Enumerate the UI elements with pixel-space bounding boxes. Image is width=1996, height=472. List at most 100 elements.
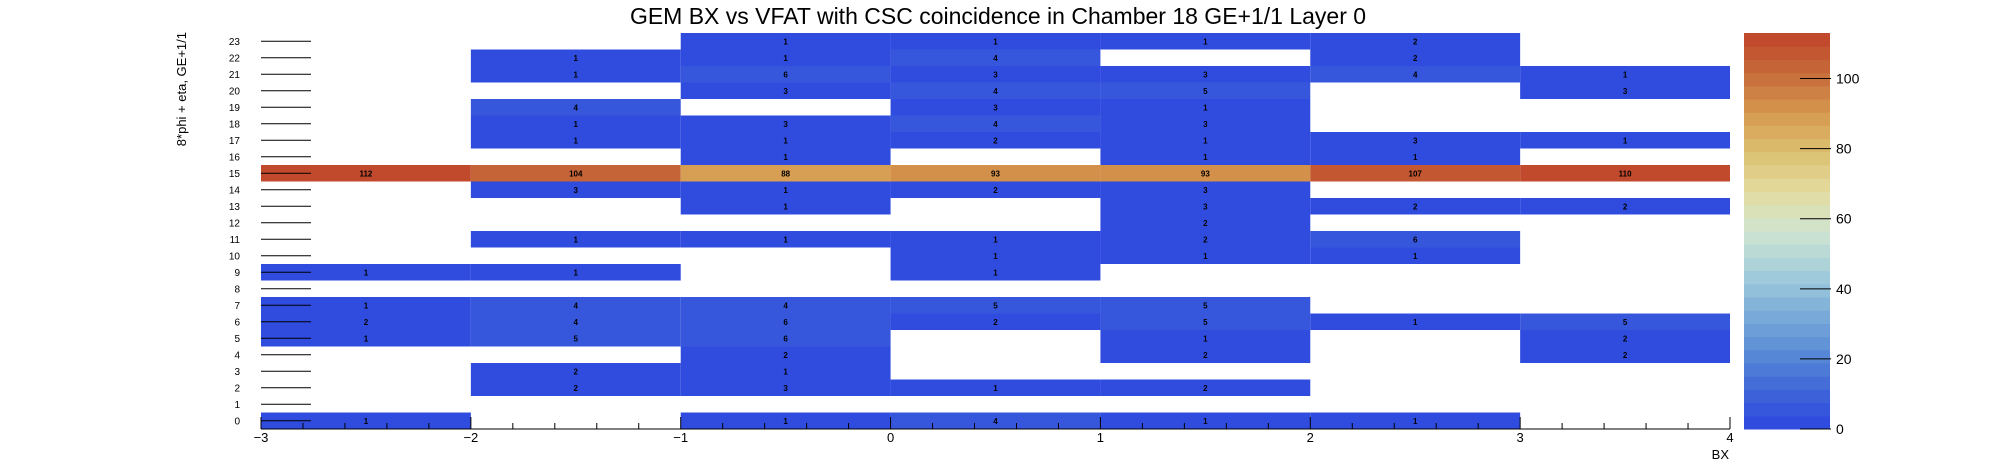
cell-value-label: 1 — [574, 70, 579, 79]
palette-band — [1744, 349, 1830, 364]
heatmap-cell — [680, 231, 891, 248]
cell-value-label: 1 — [783, 37, 788, 46]
cell-value-label: 1 — [1413, 318, 1418, 327]
y-tick-label: 22 — [229, 53, 241, 64]
cell-value-label: 6 — [1413, 235, 1418, 244]
cell-value-label: 3 — [1413, 136, 1418, 145]
cell-value-label: 4 — [993, 87, 998, 96]
cell-value-label: 4 — [993, 120, 998, 129]
cell-value-label: 1 — [364, 268, 369, 277]
cell-value-label: 6 — [783, 334, 788, 343]
cell-value-label: 1 — [574, 136, 579, 145]
heatmap-cell — [890, 33, 1101, 50]
heatmap-cell — [1100, 313, 1311, 330]
cell-value-label: 1 — [574, 235, 579, 244]
cell-value-label: 6 — [783, 70, 788, 79]
cell-value-label: 2 — [1413, 54, 1418, 63]
heatmap-cell — [1310, 313, 1521, 330]
cell-value-label: 1 — [574, 54, 579, 63]
heatmap-cell — [680, 66, 891, 83]
heatmap-cell — [680, 412, 891, 429]
y-tick-label: 23 — [229, 37, 241, 48]
palette-band — [1744, 204, 1830, 219]
cell-value-label: 1 — [993, 235, 998, 244]
y-tick-label: 18 — [229, 119, 241, 130]
y-tick-label: 9 — [234, 268, 240, 279]
heatmap-cell — [1100, 148, 1311, 165]
y-tick-label: 11 — [230, 235, 241, 246]
y-tick-label: 8 — [234, 284, 240, 295]
heatmap-cell — [1100, 346, 1311, 363]
heatmap-cell — [1100, 66, 1311, 83]
palette-tick-label: 20 — [1836, 351, 1852, 367]
y-tick-label: 20 — [229, 86, 241, 97]
cell-value-label: 1 — [1413, 417, 1418, 426]
cell-value-label: 4 — [574, 103, 579, 112]
cell-value-label: 110 — [1619, 169, 1632, 178]
cell-value-label: 2 — [1203, 384, 1208, 393]
heatmap-cell — [1520, 313, 1730, 330]
x-tick-label: −3 — [254, 430, 269, 445]
heatmap-cell — [1310, 148, 1521, 165]
cell-value-label: 3 — [783, 384, 788, 393]
cell-value-label: 104 — [569, 169, 583, 178]
heatmap-cell — [1520, 82, 1730, 99]
heatmap-cell — [1310, 132, 1521, 149]
palette-band — [1744, 310, 1830, 324]
heatmap-cell — [261, 412, 471, 429]
cell-value-label: 1 — [1623, 70, 1628, 79]
heatmap-cell — [680, 297, 891, 314]
y-tick-label: 5 — [234, 334, 240, 345]
palette-band — [1744, 217, 1830, 232]
cell-value-label: 3 — [1623, 87, 1628, 96]
heatmap-cell — [1100, 214, 1311, 231]
heatmap-cell — [261, 330, 471, 347]
heatmap-cell — [890, 99, 1101, 116]
heatmap-cell — [680, 313, 891, 330]
cell-value-label: 2 — [1623, 351, 1628, 360]
x-tick-label: 4 — [1726, 430, 1733, 445]
heatmap-cell — [1310, 165, 1521, 182]
cell-value-label: 3 — [1203, 202, 1208, 211]
palette-band — [1744, 191, 1830, 206]
cell-value-label: 2 — [1413, 37, 1418, 46]
cell-value-label: 1 — [783, 367, 788, 376]
y-tick-label: 6 — [234, 317, 240, 328]
heatmap-cell — [1100, 132, 1311, 149]
cell-value-label: 4 — [783, 301, 788, 310]
cell-value-label: 3 — [783, 120, 788, 129]
palette-band — [1744, 165, 1830, 179]
palette-band — [1744, 178, 1830, 192]
palette-band — [1744, 72, 1830, 87]
palette-band — [1744, 99, 1830, 113]
heatmap-cell — [890, 297, 1101, 314]
cell-value-label: 1 — [783, 153, 788, 162]
cell-value-label: 4 — [1413, 70, 1418, 79]
heatmap-cell — [1520, 346, 1730, 363]
cell-value-label: 1 — [1203, 136, 1208, 145]
palette-band — [1744, 231, 1830, 245]
heatmap-cell — [1520, 66, 1730, 83]
cell-value-label: 1 — [364, 301, 369, 310]
x-tick-label: 1 — [1097, 430, 1104, 445]
heatmap-cell — [1100, 82, 1311, 99]
cell-value-label: 2 — [1413, 202, 1418, 211]
heatmap-cell — [680, 198, 891, 215]
palette-band — [1744, 270, 1830, 285]
y-tick-label: 14 — [229, 185, 241, 196]
cell-value-label: 1 — [574, 120, 579, 129]
heatmap-cell — [261, 297, 471, 314]
cell-value-label: 2 — [993, 136, 998, 145]
heatmap-cell — [1310, 49, 1521, 66]
heatmap-cell — [470, 181, 681, 198]
cell-value-label: 1 — [1203, 153, 1208, 162]
heatmap-cell — [1100, 379, 1311, 396]
heatmap-cell — [470, 297, 681, 314]
heatmap-cell — [470, 99, 681, 116]
heatmap-cell — [261, 313, 471, 330]
x-axis: −3 −2 −1 0 1 2 3 4 — [254, 417, 1734, 445]
cell-value-label: 2 — [364, 318, 369, 327]
y-tick-label: 2 — [234, 383, 240, 394]
heatmap-cell — [680, 346, 891, 363]
